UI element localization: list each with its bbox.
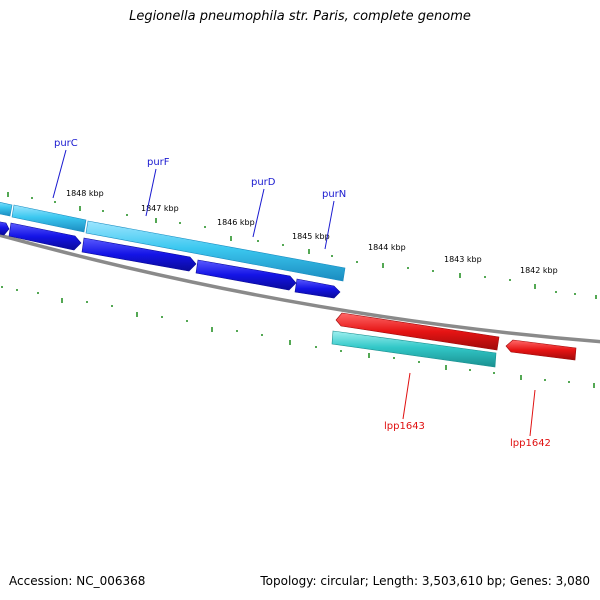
gene-label-purC[interactable]: purC bbox=[54, 138, 78, 149]
gene-label-purN[interactable]: purN bbox=[322, 189, 346, 200]
kbp-label: 1842 kbp bbox=[520, 266, 558, 275]
forward-tick-row bbox=[7, 192, 597, 299]
feature-segment[interactable] bbox=[331, 330, 497, 368]
kbp-label: 1848 kbp bbox=[66, 189, 104, 198]
feature-segment[interactable] bbox=[0, 200, 13, 217]
cds-arrow[interactable] bbox=[81, 237, 197, 272]
gene-leader-lines bbox=[52, 149, 536, 437]
feature-segment[interactable] bbox=[11, 204, 87, 233]
gene-label-lpp1642[interactable]: lpp1642 bbox=[510, 438, 551, 449]
gene-label-lpp1643[interactable]: lpp1643 bbox=[384, 421, 425, 432]
cds-arrow[interactable] bbox=[505, 339, 577, 361]
kbp-label: 1844 kbp bbox=[368, 243, 406, 252]
genome-backbone bbox=[0, 233, 600, 344]
cds-arrow[interactable] bbox=[8, 222, 82, 251]
map-title: Legionella pneumophila str. Paris, compl… bbox=[129, 9, 471, 24]
cds-arrow[interactable] bbox=[195, 259, 297, 291]
accession-value: NC_006368 bbox=[76, 574, 146, 588]
cds-arrow[interactable] bbox=[335, 312, 500, 351]
kbp-label: 1846 kbp bbox=[217, 218, 255, 227]
kbp-label: 1845 kbp bbox=[292, 232, 330, 241]
topology-info: Topology: circular; Length: 3,503,610 bp… bbox=[260, 574, 590, 588]
kbp-labels: 1848 kbp 1847 kbp 1846 kbp 1845 kbp 1844… bbox=[66, 189, 558, 275]
cds-arrow[interactable] bbox=[294, 278, 341, 299]
cds-arrow[interactable] bbox=[0, 220, 10, 236]
accession-label: Accession: bbox=[9, 574, 73, 588]
gene-label-purD[interactable]: purD bbox=[251, 177, 276, 188]
kbp-label: 1843 kbp bbox=[444, 255, 482, 264]
kbp-label: 1847 kbp bbox=[141, 204, 179, 213]
reverse-feature-track[interactable] bbox=[331, 330, 497, 368]
gene-labels: purC purF purD purN lpp1643 lpp1642 bbox=[54, 138, 551, 449]
forward-cds-track[interactable] bbox=[0, 220, 341, 299]
reverse-tick-row bbox=[1, 286, 595, 388]
feature-segment[interactable] bbox=[85, 220, 346, 282]
reverse-cds-track[interactable] bbox=[335, 312, 577, 361]
gene-label-purF[interactable]: purF bbox=[147, 157, 170, 168]
accession-info: Accession: NC_006368 bbox=[9, 574, 145, 588]
forward-feature-track[interactable] bbox=[0, 200, 346, 282]
